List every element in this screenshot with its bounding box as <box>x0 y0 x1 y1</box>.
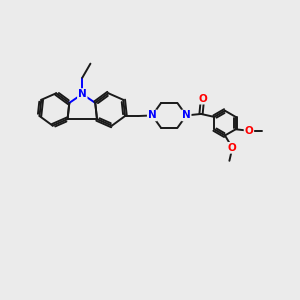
Text: O: O <box>228 143 237 153</box>
Text: N: N <box>78 89 87 99</box>
Text: N: N <box>182 110 191 120</box>
Text: O: O <box>244 126 253 136</box>
Text: O: O <box>198 94 207 104</box>
Text: N: N <box>148 110 157 120</box>
